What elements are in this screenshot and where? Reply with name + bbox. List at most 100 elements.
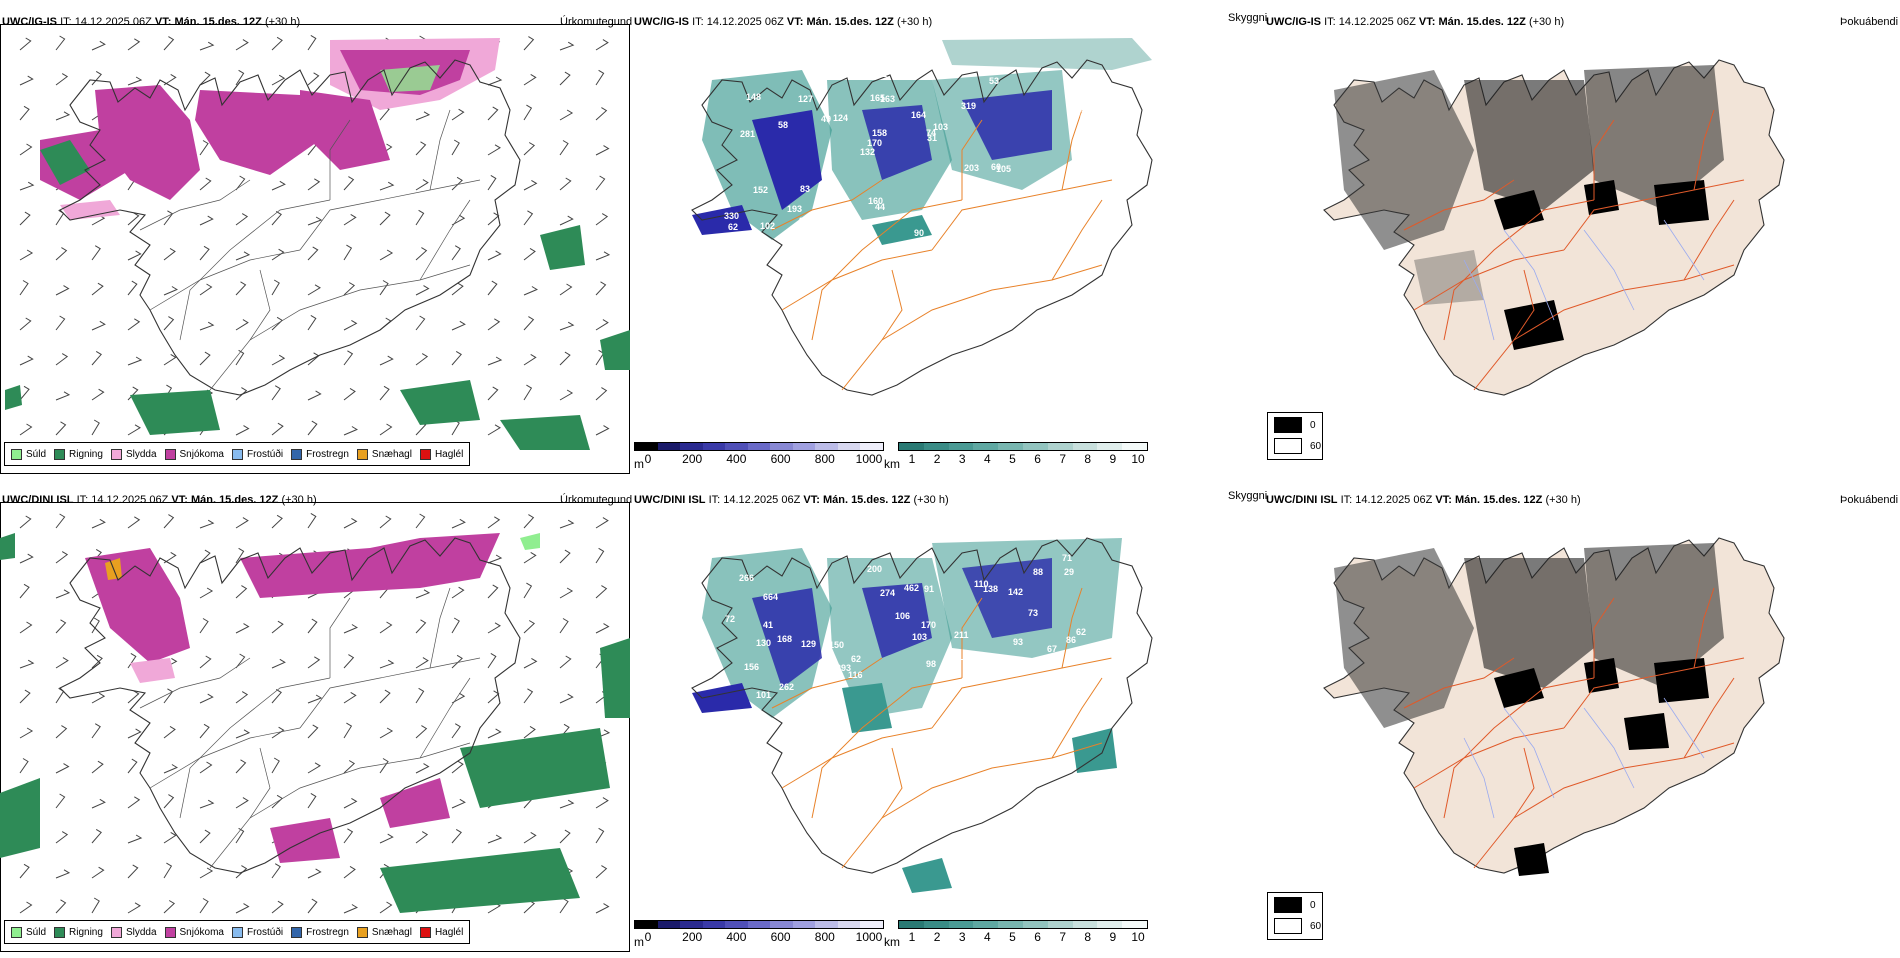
km-colorbar: 1 2 3 4 5 6 7 8 9 10 [898,442,1148,466]
ceiling-value-label: 168 [777,634,792,644]
panel-ceiling-bottom: UWC/DINI ISL IT: 14.12.2025 06Z VT: Mán.… [632,488,1267,958]
ceiling-value-label: 93 [1013,637,1023,647]
ceiling-value-label: 31 [927,133,937,143]
ceiling-value-label: 176 [1074,109,1089,119]
km-unit: km [884,457,900,471]
ceiling-value-label: 94 [1000,688,1010,698]
height-unit: m [634,935,644,949]
ceiling-value-label: 60 [991,162,1001,172]
ceiling-value-label: 262 [1072,676,1087,686]
ceiling-value-label: 348 [1050,707,1065,717]
ceiling-value-label: 162 [1074,86,1089,96]
ceiling-value-label: 122 [872,69,887,79]
legend-item: Haglél [419,926,463,938]
ceiling-areas [692,38,1152,245]
ceiling-value-label: 148 [746,92,761,102]
ceiling-value-label: 160 [868,196,883,206]
legend-item: Frostregn [291,926,349,938]
ceiling-value-label: 62 [851,654,861,664]
legend-item: Súld [11,926,46,938]
ceiling-value-label: 83 [800,184,810,194]
ceiling-value-label: 62 [1076,627,1086,637]
iceland-outline [59,537,521,874]
ceiling-value-label: 98 [926,659,936,669]
road-network [1403,587,1745,869]
cloud-map [1323,537,1785,876]
panel-title: Úrkomutegund [560,494,633,506]
ceiling-value-label: 73 [1028,608,1038,618]
ceiling-value-label: 101 [756,690,771,700]
map-frame [0,24,630,474]
ceiling-value-label: 173 [958,652,973,662]
ceiling-value-label: 164 [911,110,926,120]
ceiling-value-label: 81 [1063,200,1073,210]
river-network [1463,219,1705,341]
panel-header: UWC/IG-IS IT: 14.12.2025 06Z VT: Mán. 15… [634,16,933,28]
ceiling-value-label: 72 [725,614,735,624]
legend-item: Súld [11,448,46,460]
ceiling-value-label: 29 [1064,567,1074,577]
ceiling-value-label: 41 [763,620,773,630]
ceiling-value-label: 129 [801,639,816,649]
legend-item: Frostúði [231,926,283,938]
cloud-map [1323,59,1785,396]
ceiling-value-label: 102 [760,221,775,231]
ceiling-value-label: 274 [880,588,895,598]
panel-header: UWC/DINI ISL IT: 14.12.2025 06Z VT: Mán.… [634,494,949,506]
ceiling-value-label: 86 [966,179,976,189]
road-network [139,587,481,869]
precip-type-map [0,512,630,914]
ceiling-value-label: 103 [912,632,927,642]
ceiling-value-label: 33 [967,653,977,663]
panel-header: UWC/DINI ISL IT: 14.12.2025 06Z VT: Mán.… [1266,494,1581,506]
ceiling-value-label: 44 [875,202,885,212]
ceiling-value-label: 266 [739,573,754,583]
ceiling-value-label: 262 [779,682,794,692]
iceland-outline [691,59,1153,396]
ceiling-value-label: 116 [1027,694,1042,704]
legend-item: Snæhagl [356,448,412,460]
road-network [139,109,481,391]
ceiling-value-labels: 36 281 162 132 319 102 165 164 152 124 330 193 163 10… [724,69,1126,238]
panel-precip-type-bottom: UWC/DINI ISL IT: 14.12.2025 06Z VT: Mán.… [0,488,633,958]
legend-item: Frostúði [231,448,283,460]
legend-item: Haglél [419,448,463,460]
ceiling-value-label: 93 [1111,654,1121,664]
cloud-index-legend-top: 0 60 [1267,412,1323,460]
panel-title: Þokuábendi [1840,494,1899,506]
ceiling-value-label: 34 [977,708,987,718]
ceiling-value-label: 88 [1033,567,1043,577]
ceiling-value-label: 158 [872,128,887,138]
precip-areas [5,38,630,450]
ceiling-value-label: 211 [954,630,969,640]
ceiling-value-label: 94 [799,216,809,226]
precip-type-legend: Súld Rigning Slydda Snjókoma Frostúði Frostre… [4,442,471,466]
legend-item: Snæhagl [356,926,412,938]
ceiling-value-label: 47 [1095,115,1105,125]
ceiling-value-label: 135 [1111,124,1126,134]
ceiling-value-label: 193 [787,204,802,214]
height-unit: m [634,457,644,471]
ceiling-value-label: 90 [914,228,924,238]
ceiling-value-label: 142 [1008,587,1023,597]
panel-ceiling-top: UWC/IG-IS IT: 14.12.2025 06Z VT: Mán. 15… [632,10,1267,480]
km-colorbar: 1 2 3 4 5 6 7 8 9 10 [898,920,1148,944]
cloud-index-legend-bottom: 0 60 [1267,892,1323,940]
ceiling-value-label: 150 [829,640,844,650]
ceiling-value-label: 110 [974,579,989,589]
ceiling-value-label: 91 [924,584,934,594]
road-network [771,109,1113,391]
panel-title: Úrkomutegund [560,16,633,28]
ceiling-value-label: 330 [724,211,739,221]
panel-cloud-bottom: UWC/DINI ISL IT: 14.12.2025 06Z VT: Mán.… [1264,488,1898,958]
ceiling-value-label: 664 [763,592,778,602]
height-colorbar: 0 200 400 600 800 1000 [634,442,884,466]
ceiling-value-label: 36 [1068,218,1078,228]
height-colorbar: 0 200 400 600 800 1000 [634,920,884,944]
ceiling-value-label: 281 [740,129,755,139]
ceiling-value-label: 62 [728,222,738,232]
ceiling-value-label: 156 [744,662,759,672]
ceiling-value-label: 49 [821,114,831,124]
